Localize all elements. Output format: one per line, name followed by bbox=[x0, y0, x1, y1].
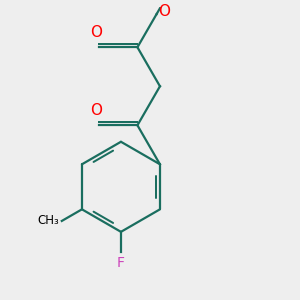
Text: O: O bbox=[90, 103, 102, 118]
Text: F: F bbox=[117, 256, 125, 270]
Text: O: O bbox=[158, 4, 170, 19]
Text: O: O bbox=[90, 25, 102, 40]
Text: CH₃: CH₃ bbox=[38, 214, 59, 227]
